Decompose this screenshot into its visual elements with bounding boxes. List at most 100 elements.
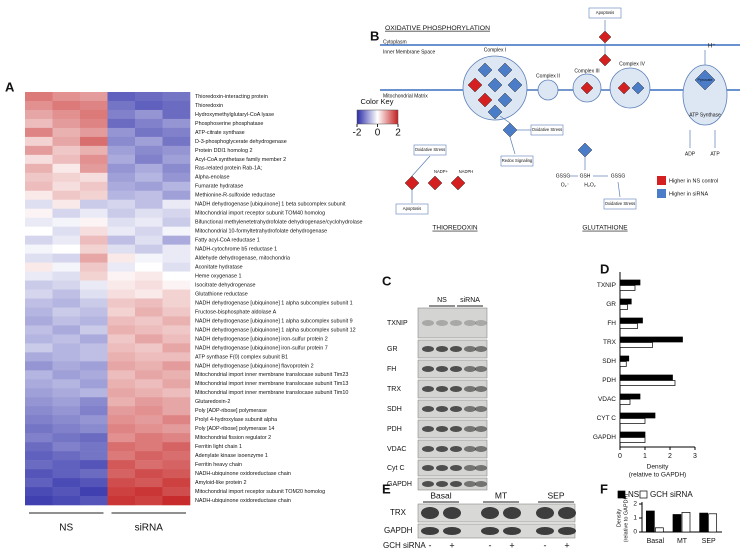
pathway-label: GSSG <box>611 173 626 179</box>
y-tick-label: GAPDH <box>593 434 616 441</box>
panel-letter: F <box>600 481 608 496</box>
heatmap-cell <box>107 496 136 506</box>
blot-row-label: TRX <box>390 508 407 517</box>
heatmap-cell <box>135 163 163 174</box>
y-tick-label: CYT C <box>597 415 617 422</box>
bar <box>619 437 646 443</box>
heatmap-cell <box>80 433 108 443</box>
heatmap-cell <box>107 181 136 192</box>
heatmap-cell <box>135 181 163 192</box>
row-label: Acyl-CoA synthetase family member 2 <box>195 157 286 163</box>
heatmap-cell <box>107 118 136 129</box>
pathway-label: Complex I <box>484 47 507 53</box>
heatmap-cell <box>135 352 163 362</box>
blot-band <box>475 346 487 352</box>
blot-row-label: GAPDH <box>387 481 412 488</box>
heatmap-cell <box>162 343 191 353</box>
blot-row-label: Cyt C <box>387 465 405 472</box>
heatmap-cell <box>25 487 53 497</box>
row-label: NADH dehydrogenase [ubiquinone] 1 alpha … <box>195 300 353 306</box>
heatmap-cell <box>52 244 81 254</box>
heatmap-cell <box>80 199 108 210</box>
pathway-label: Apoptosis <box>596 10 614 15</box>
blot-row-label: FH <box>387 366 396 373</box>
heatmap-cell <box>162 244 191 254</box>
heatmap-cell <box>107 325 136 335</box>
heatmap-cell <box>52 100 81 111</box>
blot-band <box>464 386 476 392</box>
heatmap-cell <box>162 253 191 263</box>
blot-band <box>421 507 439 519</box>
row-label: Poly [ADP-ribose] polymerase 14 <box>195 426 274 432</box>
heatmap-cell <box>80 235 108 245</box>
heatmap-cell <box>25 298 53 308</box>
heatmap-cell <box>80 298 108 308</box>
heatmap-cell <box>80 442 108 452</box>
heatmap-cell <box>107 487 136 497</box>
pathway-label: THIOREDOXIN <box>432 225 477 232</box>
label-box <box>588 7 622 19</box>
bar <box>619 285 636 291</box>
heatmap-cell <box>162 235 191 245</box>
group-label: NS <box>59 523 73 534</box>
blot-band <box>436 481 448 487</box>
heatmap-cell <box>80 397 108 407</box>
heatmap-cell <box>25 388 53 398</box>
heatmap-cell <box>25 235 53 245</box>
heatmap-cell <box>52 271 81 281</box>
row-label: NADH-ubiquinone oxidoreductase chain <box>195 471 291 477</box>
heatmap-cell <box>52 92 81 102</box>
row-label: Mitochondrial fission regulator 2 <box>195 435 271 441</box>
row-label: NADH dehydrogenase [ubiquinone] flavopro… <box>195 363 314 369</box>
heatmap-cell <box>52 352 81 362</box>
heatmap-cell <box>135 334 163 344</box>
bar <box>619 374 673 381</box>
heatmap-cell <box>80 280 108 290</box>
heatmap-cell <box>80 172 108 183</box>
row-label: Heme oxygenase 1 <box>195 273 241 279</box>
bar <box>619 355 630 362</box>
heatmap-cell <box>107 199 136 210</box>
heatmap-cell <box>135 397 163 407</box>
heatmap-cell <box>80 145 108 156</box>
heatmap-cell <box>107 469 136 479</box>
bar <box>619 279 641 286</box>
heatmap-cell <box>52 487 81 497</box>
heatmap-cell <box>162 433 191 443</box>
heatmap-cell <box>80 92 108 102</box>
heatmap-cell <box>80 424 108 434</box>
heatmap-cell <box>80 217 108 227</box>
bar <box>619 304 628 310</box>
heatmap-cell <box>25 127 53 138</box>
row-label: NADH-ubiquinone oxidoreductase chain <box>195 498 291 504</box>
bar <box>699 512 709 533</box>
heatmap-cell <box>162 352 191 362</box>
heatmap-cell <box>135 289 163 299</box>
pathway-label: Oxidative Stress <box>532 127 563 132</box>
heatmap-cell <box>107 388 136 398</box>
diamond <box>577 142 593 158</box>
blot-row-label: TXNIP <box>387 320 408 327</box>
color-key <box>356 109 399 125</box>
axis-title: (relative to GAPDH) <box>629 472 686 479</box>
heatmap-cell <box>107 415 136 425</box>
heatmap-cell <box>107 235 136 245</box>
heatmap-cell <box>52 181 81 192</box>
blot-band <box>422 446 434 452</box>
row-label: Mitochondrial import inner membrane tran… <box>195 372 348 378</box>
heatmap-cell <box>52 127 81 138</box>
heatmap-cell <box>80 415 108 425</box>
blot-row-label: TRX <box>387 386 401 393</box>
heatmap-cell <box>80 136 108 147</box>
row-label: D-3-phosphoglycerate dehydrogenase <box>195 139 287 145</box>
heatmap-cell <box>52 109 81 120</box>
heatmap-cell <box>135 406 163 416</box>
y-tick-label: VDAC <box>598 396 616 403</box>
heatmap-cell <box>135 100 163 111</box>
heatmap-cell <box>107 217 136 227</box>
heatmap-cell <box>25 415 53 425</box>
group-label: SEP <box>547 490 564 500</box>
heatmap-cell <box>52 370 81 380</box>
heatmap-cell <box>107 370 136 380</box>
heatmap-cell <box>80 208 108 218</box>
